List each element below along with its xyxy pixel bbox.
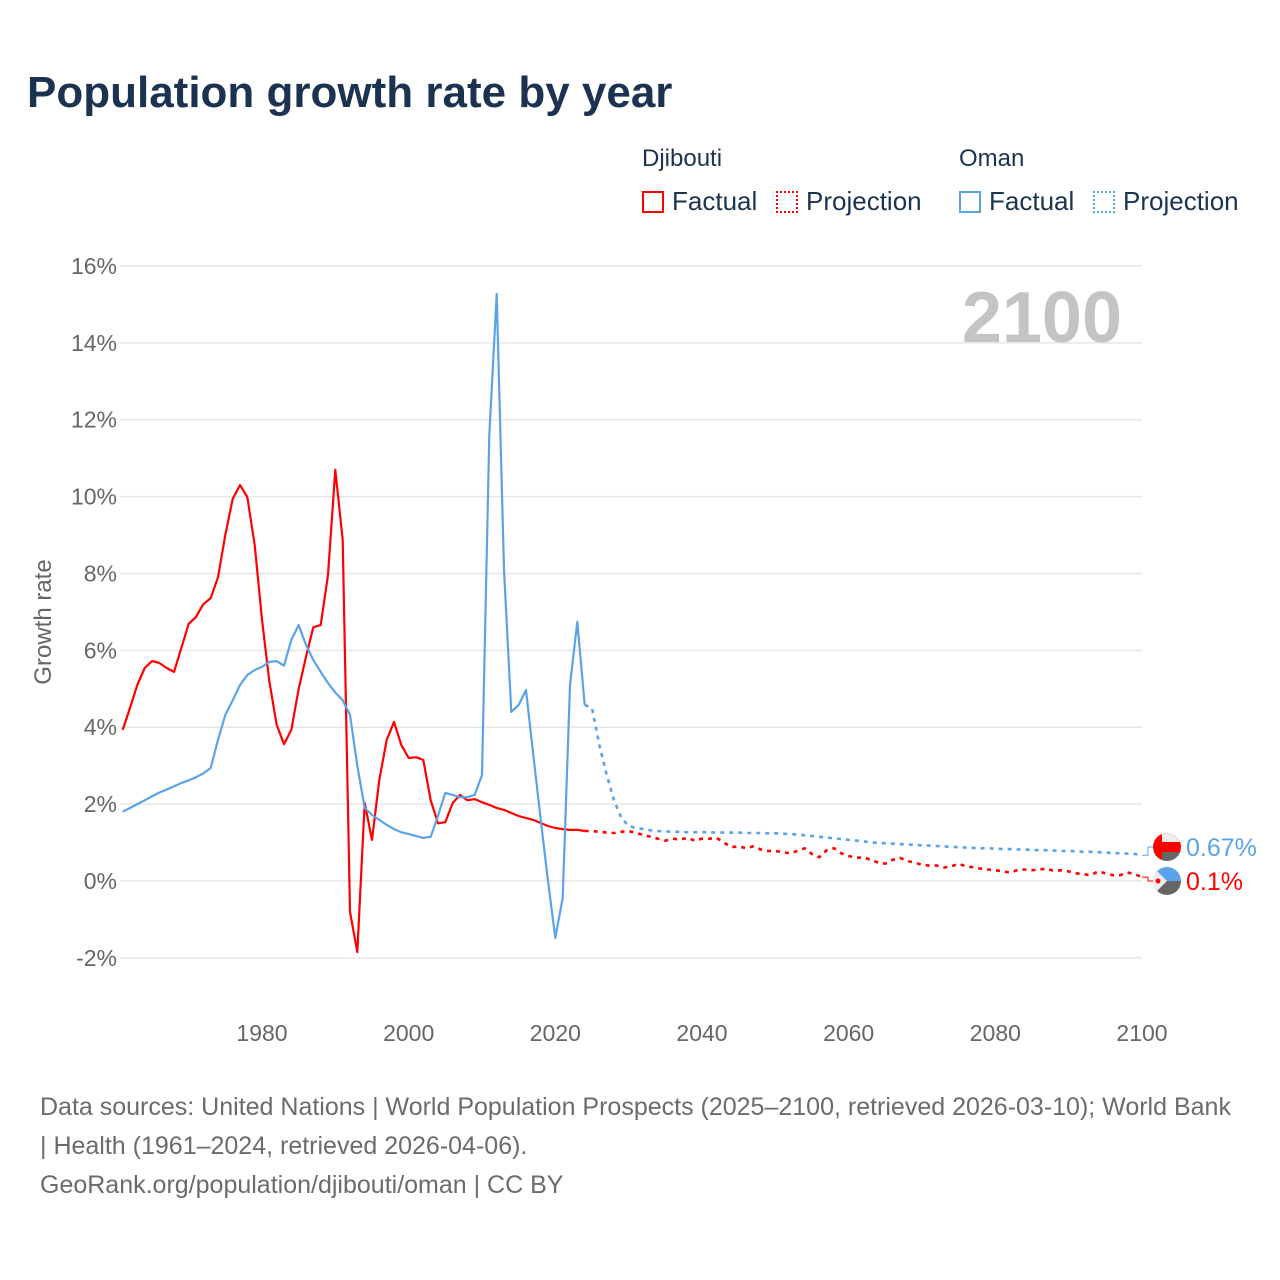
x-tick-label: 2100 <box>1116 1020 1167 1046</box>
legend-djibouti-factual[interactable]: Factual <box>642 186 757 217</box>
y-tick-label: 10% <box>71 484 117 510</box>
x-tick-label: 2040 <box>676 1020 727 1046</box>
legend-label: Projection <box>1123 186 1239 216</box>
legend-swatch-dotted <box>776 190 798 213</box>
x-tick-label: 1980 <box>236 1020 287 1046</box>
oman-projection-line <box>584 703 1143 857</box>
djibouti-end-value: 0.1% <box>1186 868 1243 896</box>
footer: Data sources: United Nations | World Pop… <box>40 1088 1240 1205</box>
djibouti-projection-line <box>584 829 1143 879</box>
djibouti-flag-icon <box>1153 867 1181 895</box>
line-chart: -2% 0% 2% 4% 6% 8% 10% 12% 14% 16% 1980 2000 2020 204… <box>30 253 1257 1046</box>
data-sources: Data sources: United Nations | World Pop… <box>40 1093 1231 1160</box>
chart-title: Population growth rate by year <box>27 68 673 117</box>
y-axis-label: Growth rate <box>30 559 57 684</box>
legend-swatch-dotted <box>1093 190 1115 213</box>
y-tick-label: 4% <box>84 714 117 740</box>
end-label-connector <box>1142 876 1154 882</box>
y-tick-label: 8% <box>84 560 117 586</box>
y-tick-label: 6% <box>84 637 117 663</box>
oman-flag-icon <box>1153 833 1181 861</box>
year-watermark: 2100 <box>962 278 1122 358</box>
legend-swatch-solid <box>959 190 981 213</box>
legend-djibouti-projection[interactable]: Projection <box>776 186 922 217</box>
legend-oman-heading: Oman <box>959 145 1025 172</box>
legend-label: Projection <box>806 186 922 216</box>
x-tick-label: 2060 <box>823 1020 874 1046</box>
y-tick-label: 12% <box>71 407 117 433</box>
x-tick-label: 2080 <box>970 1020 1021 1046</box>
oman-factual-line <box>122 292 586 940</box>
x-tick-label: 2020 <box>530 1020 581 1046</box>
legend-oman-factual[interactable]: Factual <box>959 186 1074 217</box>
y-tick-label: 0% <box>84 868 117 894</box>
legend-label: Factual <box>989 186 1075 216</box>
credit-link[interactable]: GeoRank.org/population/djibouti/oman | C… <box>40 1171 564 1199</box>
legend-swatch-solid <box>642 190 664 213</box>
legend-djibouti-heading: Djibouti <box>642 145 723 172</box>
legend-label: Factual <box>672 186 758 216</box>
y-tick-label: -2% <box>76 945 117 971</box>
oman-end-value: 0.67% <box>1186 834 1257 862</box>
y-tick-label: 16% <box>71 253 117 279</box>
legend-oman-projection[interactable]: Projection <box>1093 186 1239 217</box>
y-tick-label: 14% <box>71 330 117 356</box>
end-label-connector <box>1142 846 1154 856</box>
y-tick-label: 2% <box>84 791 117 817</box>
djibouti-factual-line <box>121 468 585 954</box>
x-tick-label: 2000 <box>383 1020 434 1046</box>
